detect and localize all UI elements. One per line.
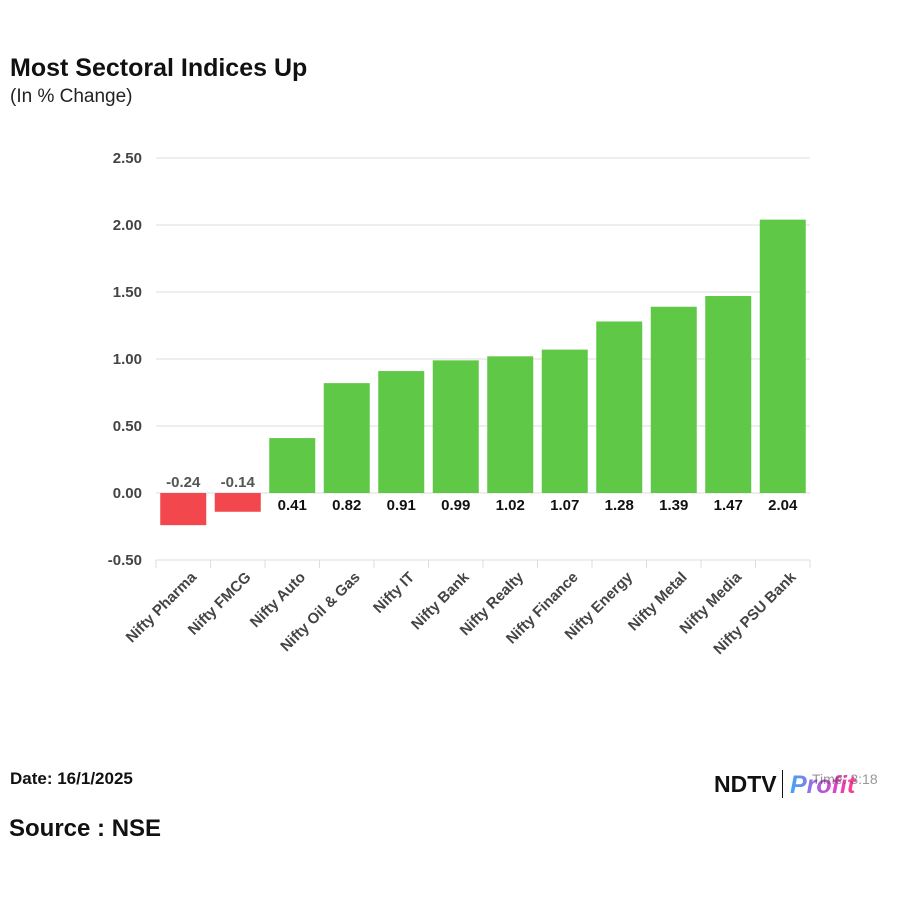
data-label: 1.28: [605, 497, 634, 514]
data-label: 0.41: [278, 497, 307, 514]
data-label: 1.47: [714, 497, 743, 514]
date-label: Date: 16/1/2025: [10, 769, 133, 788]
bar: [650, 306, 697, 493]
bar: [160, 493, 207, 526]
data-label: 0.99: [441, 497, 470, 514]
bar: [269, 438, 316, 493]
ndtv-profit-logo: NDTV Profit: [714, 768, 870, 800]
bar: [487, 356, 534, 493]
data-label: -0.14: [221, 474, 256, 491]
data-label: 2.04: [768, 497, 798, 514]
chart-title: Most Sectoral Indices Up: [10, 54, 308, 82]
bar-chart: -0.50 0.00 0.50 1.00 1.50 2.00 2.50 -0.24 Nifty …: [108, 150, 811, 658]
data-label: 1.39: [659, 497, 688, 514]
bar: [214, 493, 261, 512]
y-tick-label: 1.50: [113, 284, 142, 301]
y-tick-label: 1.00: [113, 351, 142, 368]
bar: [705, 296, 752, 493]
data-label: 1.07: [550, 497, 579, 514]
bar: [323, 383, 370, 493]
bar: [378, 371, 425, 493]
data-label: -0.24: [166, 474, 201, 491]
x-category-label: Nifty IT: [370, 569, 418, 617]
logo-divider: [781, 770, 784, 798]
bar: [759, 219, 806, 493]
time-overlay: Time: 3:18: [812, 771, 878, 787]
logo-profit-text-svg: Profit: [790, 771, 857, 799]
chart-subtitle: (In % Change): [10, 86, 133, 107]
bar: [541, 349, 588, 493]
logo-ndtv-text: NDTV: [714, 770, 777, 797]
x-category-label: Nifty Pharma: [123, 568, 201, 646]
source-label: Source : NSE: [9, 815, 162, 842]
data-label: 0.82: [332, 497, 361, 514]
y-tick-label: 2.00: [113, 217, 142, 234]
bar: [432, 360, 479, 493]
data-label: 1.02: [496, 497, 525, 514]
y-tick-label: -0.50: [108, 552, 142, 569]
y-tick-label: 0.50: [113, 418, 142, 435]
y-tick-label: 2.50: [113, 150, 142, 167]
y-tick-label: 0.00: [113, 485, 142, 502]
logo-profit-text: Profit: [790, 771, 857, 799]
data-label: 0.91: [387, 497, 416, 514]
bar: [596, 321, 643, 493]
